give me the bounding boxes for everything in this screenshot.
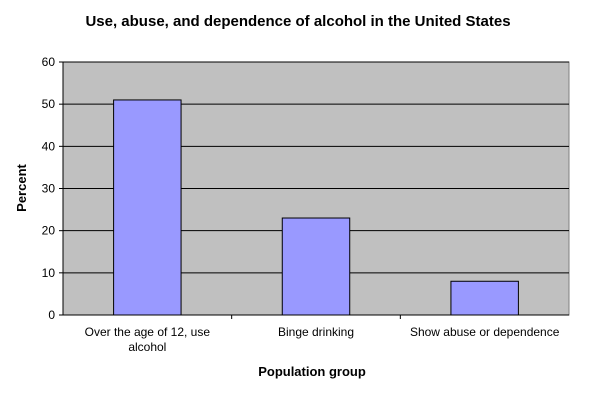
x-category-label: Over the age of 12, use alcohol (85, 325, 211, 354)
x-axis-categories: Over the age of 12, use alcohol Binge drin… (85, 315, 560, 354)
y-tick-label: 20 (42, 224, 56, 238)
x-category-label: Binge drinking (278, 325, 354, 339)
y-tick-label: 30 (42, 182, 56, 196)
x-category-label: Show abuse or dependence (410, 325, 560, 339)
y-tick-label: 50 (42, 97, 56, 111)
chart-title: Use, abuse, and dependence of alcohol in… (85, 13, 510, 30)
x-axis-title: Population group (258, 364, 366, 379)
bar (450, 280, 519, 316)
y-tick-label: 0 (48, 308, 55, 322)
y-tick-label: 60 (42, 55, 56, 69)
y-axis-title: Percent (14, 163, 29, 211)
bars (113, 99, 519, 316)
bar (113, 99, 182, 316)
y-tick-label: 40 (42, 139, 56, 153)
y-tick-label: 10 (42, 266, 56, 280)
y-axis-ticks: 0 10 20 30 40 50 60 (42, 55, 63, 322)
bar (281, 217, 351, 316)
